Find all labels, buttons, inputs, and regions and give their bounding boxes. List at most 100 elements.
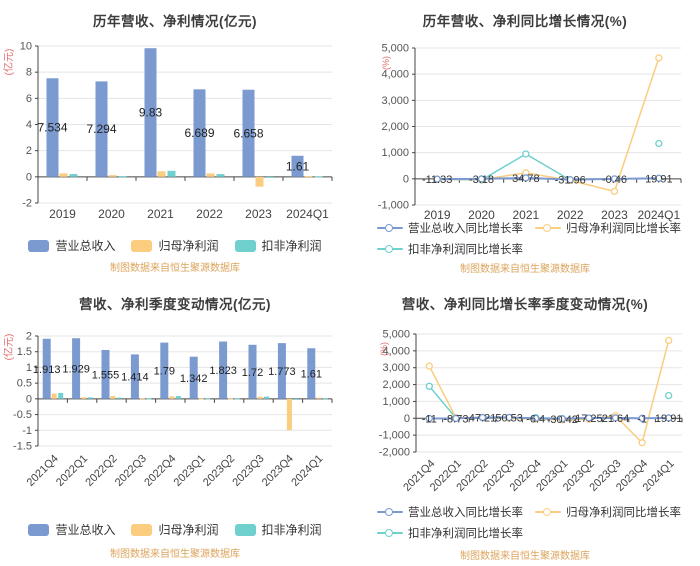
bar-扣非净利润 <box>234 398 240 400</box>
point-marker-营业总收入同比增长率 <box>522 174 530 182</box>
bar-扣非净利润 <box>69 174 78 177</box>
bar-扣非净利润 <box>117 397 122 399</box>
legend-item[interactable]: 归母净利润 <box>131 237 219 254</box>
x-axis-label: 2022 <box>557 208 584 222</box>
legend-row: 营业总收入同比增长率 归母净利润同比增长率 <box>377 220 681 236</box>
chart-legend: 营业总收入 归母净利润 扣非净利润 <box>0 521 350 538</box>
x-axis-label: 2021 <box>147 207 174 221</box>
x-axis-label: 2024Q1 <box>637 208 680 222</box>
y-tick-label: 1.5 <box>17 346 32 358</box>
point-marker-营业总收入同比增长率 <box>532 414 540 423</box>
point-marker-营业总收入同比增长率 <box>638 414 646 422</box>
chart-title: 历年营收、净利情况(亿元) <box>93 14 257 29</box>
bar-归母净利润 <box>206 173 215 177</box>
point-marker-归母净利润同比增长率 <box>655 54 663 62</box>
point-value-label: -31.96 <box>555 175 586 187</box>
legend-line-marker-icon <box>377 528 403 538</box>
bar-归母净利润 <box>139 398 145 400</box>
legend-line-marker-icon <box>377 507 403 517</box>
y-tick-label: 1,000 <box>381 147 409 159</box>
point-value-label: -0.46 <box>602 174 627 186</box>
x-axis-label: 2020 <box>98 207 125 221</box>
point-marker-营业总收入同比增长率 <box>585 414 593 422</box>
bar-扣非净利润 <box>58 392 64 399</box>
legend-swatch <box>234 239 256 252</box>
y-axis-unit-label: (亿元) <box>2 334 15 361</box>
bar-营业总收入 <box>307 348 316 399</box>
bar-value-label: 1.929 <box>62 364 90 376</box>
legend-item[interactable]: 归母净利润 <box>131 521 219 538</box>
point-marker-营业总收入同比增长率 <box>655 174 663 182</box>
point-value-label: 21.64 <box>602 413 630 425</box>
y-tick-label: 10 <box>20 41 32 53</box>
bar-归母净利润 <box>304 176 313 178</box>
y-tick-label: 2,000 <box>381 121 409 133</box>
bar-营业总收入 <box>130 354 139 399</box>
chart-title: 营收、净利季度变动情况(亿元) <box>79 297 271 312</box>
bar-归母净利润 <box>316 397 322 399</box>
y-tick-label: 2,000 <box>382 379 410 391</box>
y-tick-label: 3,000 <box>381 95 409 107</box>
x-axis-label: 2022Q4 <box>142 453 178 489</box>
point-value-label: -6.4 <box>526 413 545 425</box>
bar-扣非净利润 <box>87 397 93 399</box>
legend-item[interactable]: 扣非净利润同比增长率 <box>377 241 523 257</box>
panel-quarterly-growth: 营收、净利同比增长率季度变动情况(%) (%) 5,000 4,000 3,000 2,… <box>350 283 700 566</box>
legend-item[interactable]: 归母净利润同比增长率 <box>535 220 681 236</box>
bar-value-label: 1.61 <box>301 369 322 381</box>
bar-归母净利润 <box>157 171 166 177</box>
legend-item[interactable]: 营业总收入 <box>28 237 115 254</box>
y-tick-label: -0.5 <box>13 409 32 421</box>
chart-title: 历年营收、净利同比增长情况(%) <box>422 14 628 29</box>
y-tick-label: 0 <box>26 393 32 405</box>
bar-value-label: 7.294 <box>86 122 116 136</box>
legend-item[interactable]: 营业总收入 <box>28 521 115 538</box>
y-tick-label: -1,000 <box>379 430 410 442</box>
point-value-label: -30.42 <box>547 414 578 426</box>
x-axis-label: 2021 <box>512 208 539 222</box>
y-tick-label: 4,000 <box>382 345 410 357</box>
data-source-note: 制图数据来自恒生聚源数据库 <box>460 551 590 562</box>
x-axis-label: 2020 <box>468 208 495 222</box>
bar-value-label: 1.414 <box>121 372 149 384</box>
legend-item[interactable]: 营业总收入同比增长率 <box>377 504 523 520</box>
chart-legend: 营业总收入 归母净利润 扣非净利润 <box>0 237 350 254</box>
legend-item[interactable]: 营业总收入同比增长率 <box>377 220 523 236</box>
chart-plot: (亿元) 10 8 6 4 2 0 -2 2019 2020 2021 2022 2023 2024Q1 7… <box>2 41 333 221</box>
legend-row: 扣非净利润同比增长率 <box>377 241 523 257</box>
bar-归母净利润 <box>51 393 57 399</box>
point-marker-营业总收入同比增长率 <box>566 176 574 184</box>
point-value-label: -8.73 <box>443 413 468 425</box>
data-source-note: 制图数据来自恒生聚源数据库 <box>110 549 240 560</box>
legend-item[interactable]: 扣非净利润同比增长率 <box>377 525 523 541</box>
y-tick-label: -2 <box>22 198 32 210</box>
bar-归母净利润 <box>286 398 292 431</box>
legend-swatch <box>28 239 50 252</box>
point-marker-营业总收入同比增长率 <box>610 175 619 183</box>
bar-扣非净利润 <box>205 398 211 400</box>
y-tick-label: -1 <box>22 425 32 437</box>
legend-item[interactable]: 归母净利润同比增长率 <box>535 504 681 520</box>
point-marker-扣非净利润同比增长率 <box>665 391 673 400</box>
y-tick-label: 0.5 <box>17 378 32 390</box>
legend-item[interactable]: 扣非净利润 <box>234 237 322 254</box>
point-marker-营业总收入同比增长率 <box>478 413 487 422</box>
bar-营业总收入 <box>219 341 228 399</box>
bar-营业总收入 <box>248 344 257 399</box>
bar-营业总收入 <box>291 155 304 177</box>
bar-value-label: 6.658 <box>233 126 263 140</box>
y-tick-label: 6 <box>26 93 32 105</box>
legend-label: 归母净利润 <box>158 523 219 537</box>
x-axis-label: 2022Q1 <box>54 453 90 489</box>
x-axis-label: 2023 <box>601 208 628 222</box>
legend-item[interactable]: 扣非净利润 <box>234 521 322 538</box>
bar-value-label: 9.83 <box>139 106 163 120</box>
x-axis-label: 2023 <box>245 207 272 221</box>
y-tick-label: 0 <box>403 173 409 185</box>
legend-swatch <box>131 523 153 536</box>
legend-swatch <box>28 523 50 536</box>
x-axis-label: 2022Q3 <box>113 453 149 489</box>
panel-yearly-growth: 历年营收、净利同比增长情况(%) (%) 5,000 4,000 3,000 2,000… <box>350 0 700 283</box>
bar-营业总收入 <box>101 349 110 399</box>
